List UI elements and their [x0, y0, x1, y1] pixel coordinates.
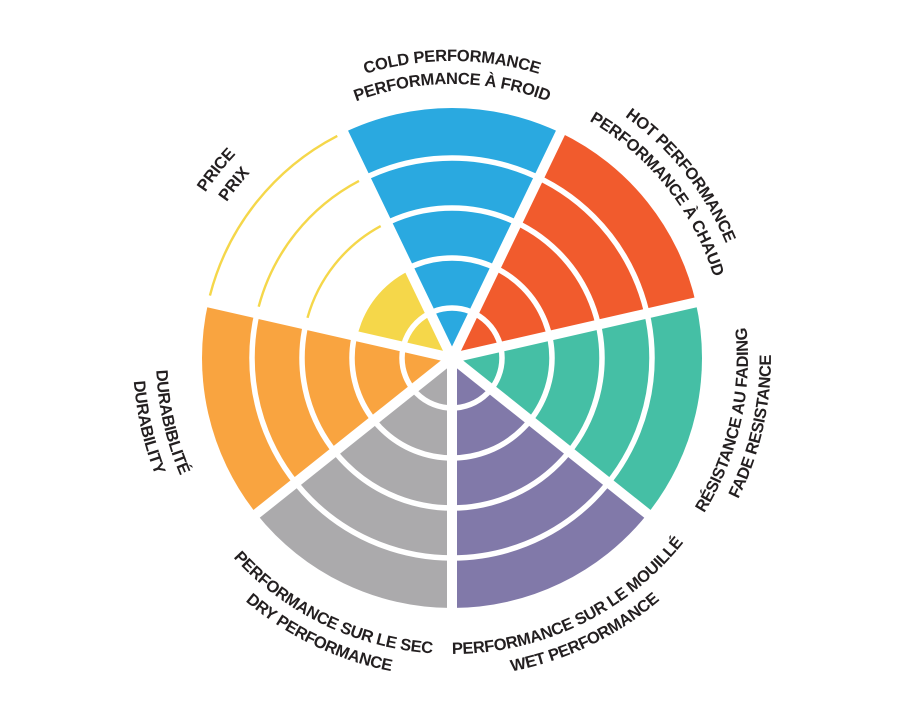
sector-dividers — [198, 122, 706, 617]
sector-divider-1 — [447, 122, 569, 361]
sector-divider-3 — [448, 354, 658, 524]
sector-divider-6 — [198, 295, 454, 363]
sector-fade-resistance — [452, 302, 702, 514]
sector-divider-0 — [335, 122, 457, 361]
label-text-cold-performance-fr: PERFORMANCE À FROID — [351, 70, 553, 105]
unfilled-ring-outlines — [208, 134, 382, 319]
sector-price-outline-ring-4 — [257, 179, 360, 308]
sector-durability — [202, 302, 452, 514]
sector-cold-performance — [343, 108, 561, 358]
sector-hot-performance — [452, 132, 696, 358]
wheel-sectors — [202, 108, 702, 609]
sector-price-outline-ring-3 — [306, 224, 382, 319]
sector-price-outline-ring-5 — [208, 134, 338, 296]
sector-dry-performance — [256, 358, 452, 609]
label-cold-performance-fr: PERFORMANCE À FROID — [351, 70, 553, 105]
sector-divider-5 — [246, 354, 456, 524]
sector-divider-2 — [450, 295, 706, 363]
sector-wet-performance — [452, 358, 648, 608]
